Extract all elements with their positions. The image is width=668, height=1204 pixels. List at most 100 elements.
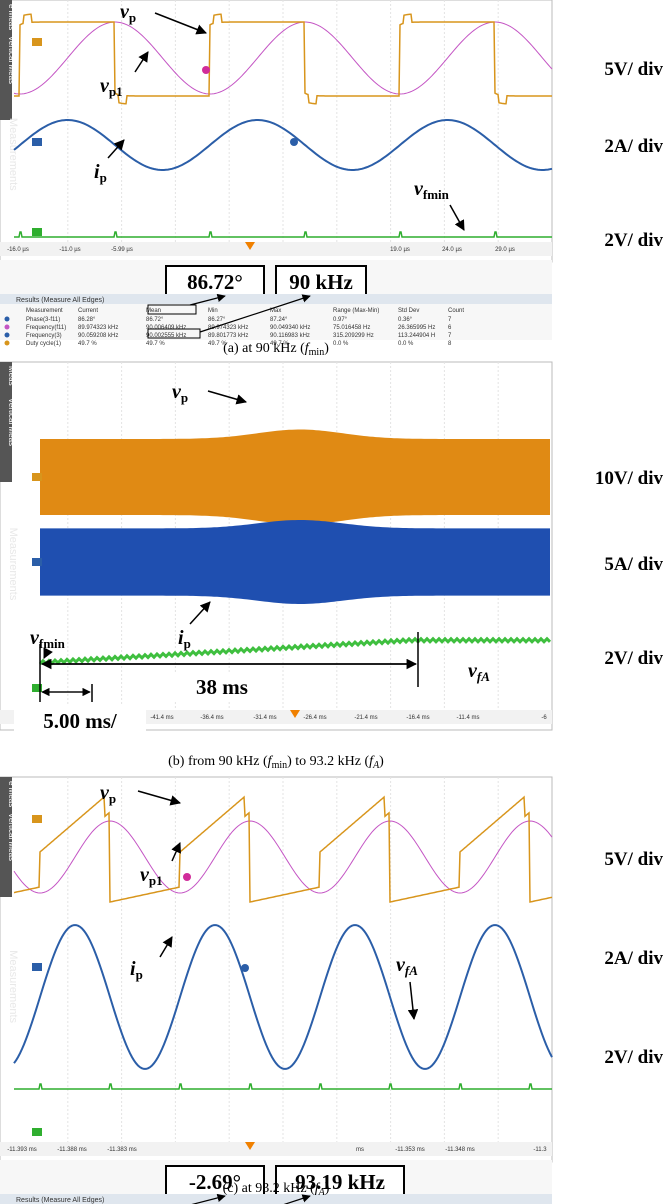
table-cell: 0.0 % bbox=[333, 341, 349, 347]
time-tick-label: -6 bbox=[541, 715, 547, 721]
channel-marker bbox=[32, 38, 42, 46]
signal-subscript: p bbox=[184, 636, 191, 651]
scale-label: 10V/ div bbox=[595, 468, 664, 489]
caption: (b) from 90 kHz (fmin) to 93.2 kHz (fA) bbox=[168, 754, 384, 771]
figure: e Meas Vertical Meas Measurements -16.0 µs -… bbox=[0, 0, 668, 1204]
highlight-value: 86.72° bbox=[187, 270, 243, 294]
table-cell: 8 bbox=[448, 341, 452, 347]
caption-part: ) bbox=[324, 341, 329, 356]
channel-marker bbox=[32, 815, 42, 823]
time-tick-label: -16.4 ms bbox=[406, 715, 429, 721]
highlight-value: 5.00 ms/ bbox=[43, 709, 118, 733]
highlight-value: 90 kHz bbox=[289, 270, 353, 294]
signal-subscript: p bbox=[136, 967, 143, 982]
time-axis-bar bbox=[0, 242, 552, 256]
caption-part: (c) at 93.2 kHz ( bbox=[223, 1181, 315, 1196]
table-header: Count bbox=[448, 308, 464, 314]
table-header: Std Dev bbox=[398, 308, 419, 314]
caption: (a) at 90 kHz (fmin) bbox=[223, 341, 329, 358]
time-tick-label: -11.388 ms bbox=[57, 1147, 87, 1153]
table-header: Min bbox=[208, 308, 218, 314]
scope-panel: e MeasVertical MeasMeasurements-11.393 m… bbox=[0, 777, 663, 1204]
signal-subscript: fA bbox=[405, 963, 418, 978]
highlight-value: 38 ms bbox=[196, 675, 248, 699]
scale-label: 5V/ div bbox=[604, 849, 663, 870]
signal-subscript: fA bbox=[477, 669, 490, 684]
time-tick-label: -41.4 ms bbox=[150, 715, 173, 721]
time-tick-label: -26.4 ms bbox=[303, 715, 326, 721]
scale-label: 2A/ div bbox=[604, 136, 663, 157]
table-cell: 0.0 % bbox=[398, 341, 414, 347]
time-tick-label: 29.0 µs bbox=[495, 247, 515, 253]
table-cell: 89.974323 kHz bbox=[78, 325, 118, 331]
scale-label: 2A/ div bbox=[604, 948, 663, 969]
channel-marker bbox=[32, 138, 42, 146]
time-tick-label: -11.3 bbox=[533, 1147, 547, 1153]
table-cell: Duty cycle(1) bbox=[26, 341, 61, 347]
signal-subscript: p1 bbox=[109, 84, 123, 99]
scale-label: 2V/ div bbox=[604, 230, 663, 251]
table-cell: 0.36° bbox=[398, 317, 413, 323]
table-cell: 90.006409 kHz bbox=[146, 325, 186, 331]
time-tick-label: -11.353 ms bbox=[395, 1147, 425, 1153]
scale-label: 2V/ div bbox=[604, 1047, 663, 1068]
row-bullet bbox=[5, 317, 10, 322]
table-cell: 90.049340 kHz bbox=[270, 325, 310, 331]
table-cell: Frequency(f11) bbox=[26, 325, 66, 331]
time-tick-label: -5.99 µs bbox=[111, 247, 133, 253]
row-bullet bbox=[5, 341, 10, 346]
trace-ip bbox=[40, 520, 550, 604]
side-tab-label: Vertical Meas bbox=[7, 398, 16, 446]
caption-part: min bbox=[272, 760, 288, 771]
side-tab-label: e Meas bbox=[7, 4, 16, 30]
time-tick-label: 24.0 µs bbox=[442, 247, 462, 253]
trace-vp bbox=[40, 430, 550, 525]
table-cell: 90.059208 kHz bbox=[78, 333, 118, 339]
signal-subscript: fmin bbox=[423, 187, 450, 202]
time-tick-label: -11.0 µs bbox=[59, 247, 80, 253]
time-tick-label: -16.0 µs bbox=[7, 247, 29, 253]
caption-part: ) bbox=[379, 754, 384, 769]
caption-part: (a) at 90 kHz ( bbox=[223, 341, 305, 356]
table-cell: 86.27° bbox=[208, 317, 226, 323]
table-cell: 86.28° bbox=[78, 317, 96, 323]
cursor-dot bbox=[183, 873, 191, 881]
caption-part: (b) from 90 kHz ( bbox=[168, 754, 268, 769]
table-cell: 0.97° bbox=[333, 317, 348, 323]
scale-label: 2V/ div bbox=[604, 648, 663, 669]
caption-part: min bbox=[309, 347, 325, 358]
channel-marker bbox=[32, 228, 42, 236]
row-bullet bbox=[5, 325, 10, 330]
results-title: Results (Measure All Edges) bbox=[16, 297, 104, 304]
side-tab-label: Vertical Meas bbox=[7, 813, 16, 861]
caption-part: ) bbox=[325, 1181, 330, 1196]
side-tab-label: Meas bbox=[7, 366, 16, 386]
signal-subscript: p bbox=[109, 791, 116, 806]
time-tick-label: -21.4 ms bbox=[354, 715, 377, 721]
channel-marker bbox=[32, 1128, 42, 1136]
table-cell: Frequency(3) bbox=[26, 333, 62, 339]
time-tick-label: ms bbox=[356, 1147, 364, 1153]
table-cell: 49.7 % bbox=[146, 341, 165, 347]
caption-part: ) to 93.2 kHz ( bbox=[287, 754, 369, 769]
table-header: Current bbox=[78, 308, 98, 314]
channel-marker bbox=[32, 558, 42, 566]
row-bullet bbox=[5, 333, 10, 338]
signal-subscript: fmin bbox=[39, 636, 66, 651]
scale-label: 5V/ div bbox=[604, 59, 663, 80]
cursor-dot bbox=[290, 138, 298, 146]
scope-panel: e Meas Vertical Meas Measurements -16.0 µs -… bbox=[0, 0, 663, 347]
table-cell: 90.116983 kHz bbox=[270, 333, 310, 339]
time-tick-label: -36.4 ms bbox=[200, 715, 223, 721]
table-header: Range (Max-Min) bbox=[333, 308, 379, 314]
signal-subscript: p bbox=[181, 390, 188, 405]
watermark: Measurements bbox=[7, 118, 19, 191]
time-tick-label: -11.383 ms bbox=[107, 1147, 137, 1153]
side-tab-label: Vertical Meas bbox=[7, 36, 16, 84]
signal-subscript: p bbox=[129, 10, 136, 25]
cursor-dot bbox=[241, 964, 249, 972]
table-cell: 89.801773 kHz bbox=[208, 333, 248, 339]
table-cell: 113.244904 H bbox=[398, 333, 435, 339]
signal-subscript: p1 bbox=[149, 873, 163, 888]
